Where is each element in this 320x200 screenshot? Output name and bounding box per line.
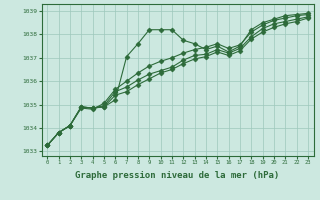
X-axis label: Graphe pression niveau de la mer (hPa): Graphe pression niveau de la mer (hPa) <box>76 171 280 180</box>
